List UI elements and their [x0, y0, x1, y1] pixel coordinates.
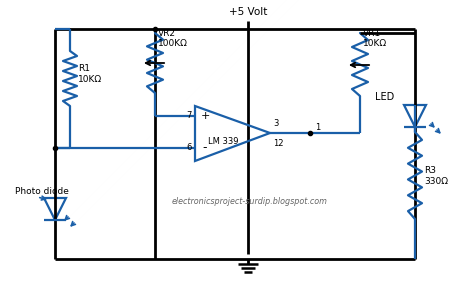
Text: 7: 7 [187, 111, 192, 120]
Text: Photo diode: Photo diode [15, 187, 69, 196]
Text: VR1
10KΩ: VR1 10KΩ [363, 29, 387, 48]
Text: R3
330Ω: R3 330Ω [424, 166, 448, 186]
Text: LM 339: LM 339 [208, 136, 239, 146]
Text: VR2
100KΩ: VR2 100KΩ [158, 29, 188, 48]
Text: 12: 12 [273, 139, 283, 148]
Text: 3: 3 [273, 118, 278, 127]
Text: -: - [203, 141, 207, 155]
Text: R1
10KΩ: R1 10KΩ [78, 64, 102, 84]
Text: electronicsproject-surdip.blogspot.com: electronicsproject-surdip.blogspot.com [172, 196, 328, 205]
Text: 6: 6 [187, 143, 192, 152]
Text: +5 Volt: +5 Volt [229, 7, 267, 17]
Text: 1: 1 [315, 123, 320, 132]
Text: +: + [201, 111, 210, 121]
Text: LED: LED [375, 92, 394, 102]
